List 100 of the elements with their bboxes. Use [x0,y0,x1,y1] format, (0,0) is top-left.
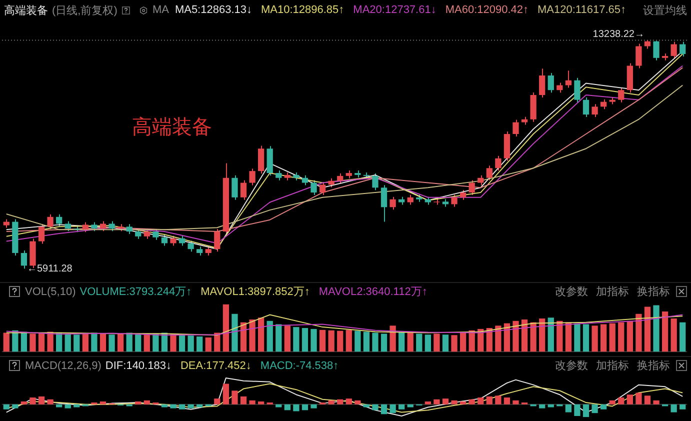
bar [222,304,230,352]
bar [512,400,519,404]
candlestick [161,234,168,246]
bar [478,398,484,404]
candlestick [460,190,466,200]
bar [636,392,642,404]
bar [390,404,396,414]
bar [390,326,396,352]
candlestick [539,68,546,98]
bar [424,334,432,352]
bar [592,404,598,414]
candlestick [38,224,45,244]
candlestick [548,72,554,94]
bar [609,400,616,404]
text: 加指标 [596,359,629,373]
bar [82,334,89,352]
bar [407,404,414,408]
bar [592,326,598,352]
bar [240,396,247,404]
bar [398,404,405,410]
candlestick [232,174,238,200]
bar [232,314,238,352]
text: VOLUME:3793.244万↑ [80,285,192,299]
bar [240,322,247,352]
candlestick [20,250,28,270]
bar [398,332,405,352]
bar [214,332,220,352]
bar [56,332,62,352]
candlestick [82,222,89,233]
candlestick [653,40,660,61]
candlestick [670,41,677,59]
bar [188,336,194,352]
candlestick [512,119,519,137]
bar [653,305,660,352]
candlestick [249,168,256,186]
bar [293,404,300,412]
bar [310,328,317,352]
text: MA20:12737.61↓ [353,4,436,16]
bar [670,318,677,352]
bar [548,404,554,408]
annotation: 高端装备 [132,115,212,138]
candlestick [486,165,492,181]
bar [521,319,528,352]
candlestick [636,43,642,69]
candlestick [178,235,186,246]
bar [626,320,633,352]
candlestick [337,172,344,184]
bar [20,332,28,352]
text: 改参数 [555,359,588,373]
bar [680,322,686,352]
candlestick [680,41,686,58]
bar [565,404,572,412]
bar [609,323,616,352]
bar [20,401,28,404]
bar [442,334,449,352]
candlestick [188,240,194,252]
bar [337,399,344,404]
bar [434,334,440,352]
bar [354,330,361,352]
bar [126,332,132,352]
bar [653,400,660,404]
bar [222,384,230,404]
bar [161,404,168,408]
candlestick [135,228,142,240]
bar [363,332,370,352]
bar [512,320,519,352]
text: MA60:12090.42↑ [445,4,529,16]
bar [372,332,378,352]
candlestick [582,96,590,118]
candlestick [108,220,115,232]
candlestick [152,228,159,240]
bar [47,399,54,404]
bar [460,401,466,404]
candlestick [600,98,607,110]
bar [600,324,607,352]
bar [284,404,290,410]
bar [135,401,142,404]
bar [600,404,607,410]
bar [486,396,492,404]
bar [319,330,326,352]
bar [644,396,651,404]
bar [38,332,45,352]
bar [346,398,352,404]
bar [670,404,677,412]
bar [100,334,106,352]
text: 换指标 [637,285,670,299]
bar [354,400,361,404]
text: DIF:140.183↓ [105,360,172,372]
candlestick [390,196,396,210]
bar [504,398,510,404]
bar [636,314,642,352]
candlestick [451,194,458,208]
text: 换指标 [637,359,670,373]
series-label: DEA:177.452↓ [180,360,252,372]
bar [64,404,71,408]
bar [74,334,80,352]
bar [442,398,449,404]
bar [249,400,256,404]
candlestick [407,194,414,206]
candlestick [47,214,54,230]
